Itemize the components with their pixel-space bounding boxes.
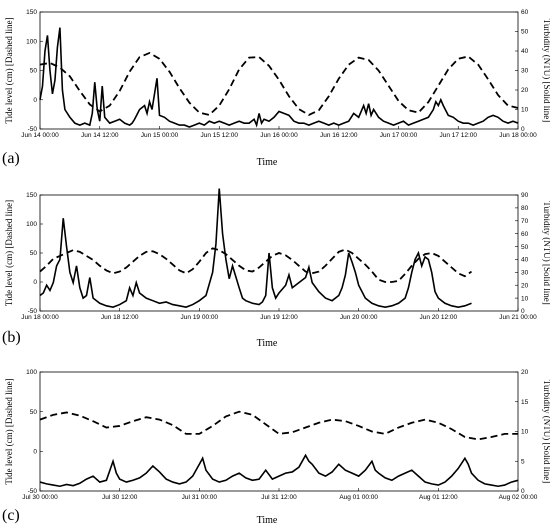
right-tick-label: 20	[521, 282, 529, 289]
right-axis-ticks-a: 0 10 20 30 40 50 60	[515, 9, 529, 133]
right-tick-label: 60	[521, 231, 529, 238]
left-tick-label: 150	[26, 192, 37, 199]
panel-label-a: (a)	[2, 150, 20, 167]
x-tick-label: Jun 16 12:00	[320, 132, 358, 139]
x-axis-label-b: Time	[257, 338, 278, 349]
left-tick-label: 50	[30, 68, 38, 75]
left-axis-ticks-c: -50 0 50 100	[26, 369, 43, 495]
right-tick-label: 10	[521, 429, 529, 436]
right-tick-label: 40	[521, 257, 529, 264]
left-tick-label: 150	[26, 9, 37, 16]
left-axis-ticks-a: -50 0 50 100 150	[26, 9, 43, 133]
x-tick-label: Jul 30 12:00	[102, 494, 138, 501]
panel-label-c: (c)	[2, 507, 20, 524]
right-axis-ticks-b: 0 10 20 30 40 50 60 70 80 90	[515, 192, 529, 315]
x-tick-label: Jun 14 12:00	[81, 132, 119, 139]
left-tick-label: 0	[33, 97, 37, 104]
left-tick-label: 0	[33, 449, 37, 456]
x-tick-label: Jun 17 00:00	[380, 132, 418, 139]
left-tick-label: -50	[28, 308, 38, 315]
right-tick-label: 50	[521, 29, 529, 36]
x-tick-label: Jun 14 00:00	[21, 132, 59, 139]
right-tick-label: 15	[521, 399, 529, 406]
left-axis-label-a: Tide level (cm) [Dashed line]	[4, 17, 14, 123]
x-tick-label: Jun 15 00:00	[141, 132, 179, 139]
tide-level-line-b	[39, 247, 473, 283]
x-tick-label: Aug 02 00:00	[499, 494, 538, 501]
right-tick-label: 0	[521, 308, 525, 315]
left-tick-label: -50	[28, 126, 38, 133]
left-tick-label: 100	[26, 38, 37, 45]
right-tick-label: 50	[521, 244, 529, 251]
right-tick-label: 10	[521, 295, 529, 302]
right-axis-label-c: Turbidity (NTU) [Solid line]	[542, 380, 550, 483]
left-tick-label: -50	[28, 488, 38, 495]
left-axis-ticks-b: -50 0 50 100 150	[26, 192, 43, 315]
right-tick-label: 40	[521, 48, 529, 55]
tide-level-line-a	[39, 51, 519, 116]
x-tick-label: Jun 19 12:00	[260, 314, 298, 321]
x-tick-label: Jun 18 12:00	[101, 314, 139, 321]
right-tick-label: 30	[521, 68, 529, 75]
right-tick-label: 10	[521, 107, 529, 114]
turbidity-line-c	[39, 453, 519, 488]
x-tick-label: Jun 16 00:00	[260, 132, 298, 139]
panel-c: -50 0 50 100 0 5 10 15 20 Jul 30 00:00 Jul 30 12…	[2, 369, 550, 526]
x-tick-label: Jun 18 00:00	[21, 314, 59, 321]
right-tick-label: 0	[521, 126, 525, 133]
x-axis-label-a: Time	[257, 157, 278, 168]
left-axis-label-c: Tide level (cm) [Dashed line]	[4, 378, 14, 484]
x-tick-label: Jul 31 00:00	[182, 494, 218, 501]
right-tick-label: 80	[521, 205, 529, 212]
x-tick-label: Jun 15 12:00	[200, 132, 238, 139]
x-tick-label: Jun 20 12:00	[420, 314, 458, 321]
plot-frame-c	[39, 371, 519, 492]
x-tick-label: Jun 19 00:00	[181, 314, 219, 321]
x-tick-label: Jun 18 00:00	[499, 132, 537, 139]
left-tick-label: 0	[33, 279, 37, 286]
panel-b: -50 0 50 100 150 0 10 20 30 40 50 60 70 80 90 Jun 18 …	[2, 188, 550, 349]
right-axis-label-a: Turbidity (NTU) [Solid line]	[542, 19, 550, 122]
left-tick-label: 100	[26, 369, 37, 376]
x-axis-ticks-a: Jun 14 00:00 Jun 14 12:00 Jun 15 00:00 Jun …	[21, 126, 537, 139]
x-axis-ticks-b: Jun 18 00:00 Jun 18 12:00 Jun 19 00:00 Jun …	[21, 308, 537, 321]
x-tick-label: Jul 31 12:00	[261, 494, 297, 501]
panel-label-b: (b)	[2, 329, 21, 346]
x-axis-ticks-c: Jul 30 00:00 Jul 30 12:00 Jul 31 00:00 Jul …	[22, 488, 538, 501]
x-tick-label: Aug 01 12:00	[419, 494, 458, 501]
x-axis-label-c: Time	[257, 515, 278, 526]
right-tick-label: 60	[521, 9, 529, 16]
x-tick-label: Jun 21 00:00	[499, 314, 537, 321]
right-tick-label: 0	[521, 488, 525, 495]
x-tick-label: Aug 01 00:00	[339, 494, 378, 501]
right-tick-label: 30	[521, 270, 529, 277]
x-tick-label: Jun 20 00:00	[340, 314, 378, 321]
right-axis-label-b: Turbidity (NTU) [Solid line]	[542, 201, 550, 304]
right-axis-ticks-c: 0 5 10 15 20	[515, 369, 529, 495]
right-tick-label: 5	[521, 458, 525, 465]
turbidity-line-a	[39, 27, 519, 128]
x-tick-label: Jun 17 12:00	[439, 132, 477, 139]
turbidity-line-b	[39, 188, 472, 308]
right-tick-label: 20	[521, 87, 529, 94]
left-tick-label: 50	[30, 250, 38, 257]
x-tick-label: Jul 30 00:00	[22, 494, 58, 501]
right-tick-label: 90	[521, 192, 529, 199]
left-axis-label-b: Tide level (cm) [Dashed line]	[4, 200, 14, 306]
left-tick-label: 100	[26, 221, 37, 228]
right-tick-label: 20	[521, 369, 529, 376]
right-tick-label: 70	[521, 218, 529, 225]
tide-level-line-c	[39, 410, 518, 441]
left-tick-label: 50	[30, 409, 38, 416]
